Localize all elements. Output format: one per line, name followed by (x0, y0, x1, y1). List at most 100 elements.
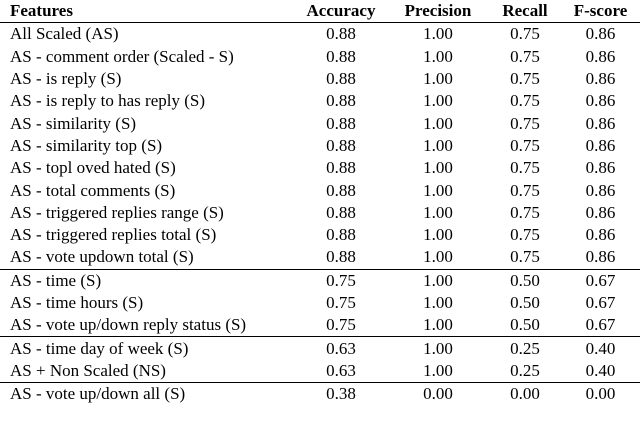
metric-cell: 0.75 (326, 315, 356, 335)
column-header: F-score (561, 0, 640, 24)
metric-cell: 0.75 (510, 46, 540, 66)
metric-cell: 0.75 (326, 293, 356, 312)
table-row: AS - vote up/down reply status (S) 0.75 1.… (0, 314, 640, 337)
metric-cell: 0.67 (585, 293, 616, 312)
metric-cell: 0.75 (510, 247, 540, 267)
metric-cell: 1.00 (387, 336, 489, 360)
column-header: Precision (387, 0, 489, 24)
feature-cell: AS - similarity top (S) (10, 135, 163, 155)
header-row: Features Accuracy Precision Recall F-score (0, 0, 640, 24)
metric-cell: 0.88 (326, 113, 356, 133)
metric-cell: 0.75 (510, 202, 540, 222)
metric-cell: 0.40 (561, 336, 640, 360)
metric-cell: 0.75 (510, 113, 540, 133)
metric-cell: 1.00 (423, 91, 453, 111)
metric-cell: 1.00 (423, 135, 453, 155)
metric-cell: 0.40 (585, 360, 616, 380)
table-row: AS - total comments (S) 0.88 1.00 0.75 0.86 (0, 179, 640, 201)
metric-cell: 0.00 (561, 382, 640, 406)
feature-cell: AS - triggered replies range (S) (10, 202, 224, 222)
table-row: AS - time (S) 0.75 1.00 0.50 0.67 (0, 268, 640, 292)
feature-cell: AS - similarity (S) (10, 113, 137, 133)
metric-cell: 0.86 (585, 135, 616, 155)
metric-cell: 0.86 (585, 113, 616, 133)
column-header: Recall (489, 0, 561, 24)
metric-cell: 1.00 (387, 268, 489, 292)
metric-cell: 0.86 (585, 46, 616, 66)
metric-cell: 0.88 (326, 135, 356, 155)
feature-cell: AS - is reply (S) (10, 69, 122, 89)
metric-cell: 0.00 (387, 382, 489, 406)
table-row: AS - similarity (S) 0.88 1.00 0.75 0.86 (0, 112, 640, 134)
feature-cell: AS - total comments (S) (10, 180, 176, 200)
metric-cell: 1.00 (423, 225, 453, 245)
metric-cell: 0.88 (326, 202, 356, 222)
metric-cell: 0.88 (326, 180, 356, 200)
metric-cell: 1.00 (423, 180, 453, 200)
metric-cell: 0.88 (326, 24, 356, 44)
metric-cell: 0.67 (585, 315, 616, 335)
metric-cell: 0.63 (295, 336, 387, 360)
metric-cell: 0.88 (326, 69, 356, 89)
metric-cell: 0.88 (326, 225, 356, 245)
feature-cell: AS - comment order (Scaled - S) (10, 46, 234, 66)
table-row: AS - is reply to has reply (S) 0.88 1.00 0.… (0, 90, 640, 112)
metric-cell: 0.86 (585, 24, 616, 44)
metric-cell: 0.75 (295, 268, 387, 292)
table-row: AS - topl oved hated (S) 0.88 1.00 0.75 0.86 (0, 157, 640, 179)
metric-cell: 1.00 (423, 315, 453, 335)
metric-cell: 0.86 (585, 91, 616, 111)
table-row: AS - triggered replies range (S) 0.88 1.00… (0, 202, 640, 224)
table-row: AS - vote up/down all (S) 0.38 0.00 0.00 0.0… (0, 382, 640, 406)
metric-cell: 0.63 (326, 360, 356, 380)
metric-cell: 0.00 (489, 382, 561, 406)
metric-cell: 0.86 (585, 202, 616, 222)
metric-cell: 0.88 (326, 158, 356, 178)
metric-cell: 0.38 (295, 382, 387, 406)
table-row: All Scaled (AS) 0.88 1.00 0.75 0.86 (0, 23, 640, 46)
metric-cell: 1.00 (423, 360, 453, 380)
feature-cell: AS - topl oved hated (S) (10, 158, 176, 178)
metric-cell: 1.00 (423, 247, 453, 267)
metric-cell: 0.75 (510, 91, 540, 111)
column-header: Accuracy (295, 0, 387, 24)
feature-cell: AS + Non Scaled (NS) (10, 360, 166, 380)
feature-cell: AS - vote updown total (S) (10, 247, 194, 267)
metric-cell: 0.75 (510, 135, 540, 155)
metric-cell: 0.50 (510, 293, 540, 312)
metric-cell: 0.67 (561, 268, 640, 292)
metric-cell: 1.00 (423, 293, 453, 312)
metric-cell: 0.75 (510, 180, 540, 200)
metric-cell: 1.00 (423, 158, 453, 178)
metric-cell: 0.75 (510, 69, 540, 89)
metric-cell: 1.00 (423, 24, 453, 44)
feature-cell: AS - vote up/down reply status (S) (10, 315, 247, 335)
column-header: Features (0, 0, 295, 24)
metric-cell: 0.75 (510, 24, 540, 44)
metric-cell: 0.86 (585, 69, 616, 89)
table-row: AS - time day of week (S) 0.63 1.00 0.25 0.4… (0, 336, 640, 360)
feature-cell: AS - time day of week (S) (0, 336, 295, 360)
metric-cell: 0.86 (585, 247, 616, 267)
table-row: AS - triggered replies total (S) 0.88 1.00… (0, 224, 640, 246)
metric-cell: 0.50 (510, 315, 540, 335)
metric-cell: 0.25 (510, 360, 540, 380)
table-row: AS - similarity top (S) 0.88 1.00 0.75 0.86 (0, 135, 640, 157)
table-row: AS - comment order (Scaled - S) 0.88 1.00 0… (0, 46, 640, 68)
feature-cell: All Scaled (AS) (10, 24, 119, 44)
table-row: AS - vote updown total (S) 0.88 1.00 0.75 0.… (0, 246, 640, 269)
table-header: Features Accuracy Precision Recall F-score (0, 0, 640, 24)
metric-cell: 1.00 (423, 113, 453, 133)
metric-cell: 0.86 (585, 158, 616, 178)
metric-cell: 0.86 (585, 225, 616, 245)
metric-cell: 0.75 (510, 158, 540, 178)
feature-cell: AS - is reply to has reply (S) (10, 91, 206, 111)
metric-cell: 0.88 (326, 46, 356, 66)
metric-cell: 0.50 (489, 268, 561, 292)
table-row: AS - is reply (S) 0.88 1.00 0.75 0.86 (0, 68, 640, 90)
metric-cell: 0.86 (585, 180, 616, 200)
feature-cell: AS - triggered replies total (S) (10, 225, 217, 245)
table-body: All Scaled (AS) 0.88 1.00 0.75 0.86 AS - comm… (0, 23, 640, 406)
metric-cell: 0.75 (510, 225, 540, 245)
